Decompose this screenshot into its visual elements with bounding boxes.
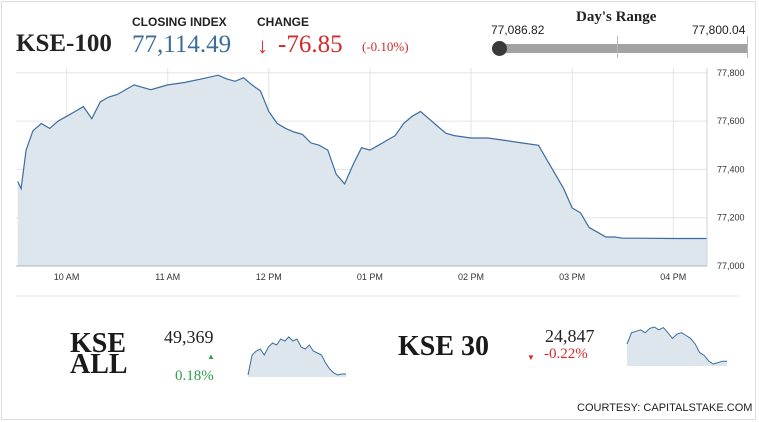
kse-all-sparkline-area [248, 337, 346, 377]
y-tick-label: 77,600 [717, 116, 745, 126]
x-tick-label: 02 PM [458, 272, 484, 282]
days-range-divider [747, 36, 748, 58]
closing-index-label: CLOSING INDEX [132, 15, 227, 29]
x-tick-label: 12 PM [256, 272, 282, 282]
x-tick-label: 03 PM [559, 272, 585, 282]
days-range-marker [492, 41, 507, 56]
y-tick-label: 77,200 [717, 213, 745, 223]
x-tick-label: 01 PM [357, 272, 383, 282]
kse-all-percent: 0.18% [175, 368, 214, 384]
x-tick-label: 11 AM [155, 272, 180, 282]
kse-all-sparkline-line [247, 336, 346, 376]
y-tick-label: 77,400 [717, 164, 745, 174]
days-range-title: Day's Range [576, 9, 657, 25]
up-arrow-icon: ▲ [207, 352, 215, 361]
down-arrow-icon: ▼ [527, 353, 535, 362]
kse-all-name: KSE ALL [70, 330, 128, 379]
kse-all-name-line2: ALL [70, 349, 128, 380]
days-range-high: 77,800.04 [692, 23, 746, 37]
x-tick-label: 10 AM [54, 272, 80, 282]
kse-all-name-line1: KSE [70, 328, 127, 359]
days-range-track [494, 44, 748, 53]
change-value: -76.85 [278, 31, 343, 58]
index-name: KSE-100 [16, 30, 112, 57]
y-tick-label: 77,000 [717, 261, 745, 271]
kse30-sparkline-area [627, 327, 727, 366]
change-label: CHANGE [257, 15, 310, 29]
x-tick-label: 04 PM [660, 272, 686, 282]
series-area [17, 75, 707, 266]
kse30-sparkline-line [626, 326, 727, 365]
kse-all-value: 49,369 [164, 327, 214, 347]
change-percent: (-0.10%) [362, 39, 409, 54]
kse30-percent: -0.22% [544, 346, 588, 362]
kse30-value: 24,847 [545, 326, 595, 346]
series-line [17, 74, 707, 240]
days-range-low: 77,086.82 [491, 23, 545, 37]
courtesy-text: COURTESY: CAPITALSTAKE.COM [577, 402, 753, 414]
closing-index-value: 77,114.49 [132, 31, 232, 58]
kse30-name: KSE 30 [398, 331, 490, 362]
days-range-divider [617, 36, 618, 58]
down-arrow-icon: ↓ [257, 33, 268, 58]
y-tick-label: 77,800 [717, 68, 745, 78]
